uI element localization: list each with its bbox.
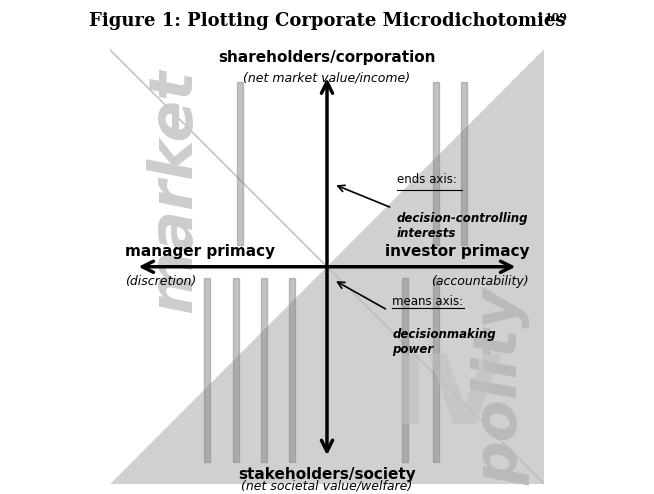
Bar — [461, 82, 467, 245]
Text: means axis:: means axis: — [392, 295, 463, 308]
Text: ends axis:: ends axis: — [396, 173, 456, 186]
Text: (net market value/income): (net market value/income) — [243, 71, 411, 84]
Bar — [261, 278, 267, 462]
Bar — [433, 278, 439, 462]
Text: IV: IV — [391, 351, 502, 444]
Polygon shape — [110, 49, 544, 484]
Text: (accountability): (accountability) — [432, 276, 529, 288]
Bar — [233, 278, 239, 462]
Text: manager primacy: manager primacy — [125, 244, 275, 259]
Text: decision-controlling
interests: decision-controlling interests — [396, 212, 528, 241]
Text: Figure 1: Plotting Corporate Microdichotomies: Figure 1: Plotting Corporate Microdichot… — [89, 12, 565, 30]
Text: 109: 109 — [545, 12, 568, 23]
Text: decisionmaking
power: decisionmaking power — [392, 328, 496, 356]
Bar — [289, 278, 295, 462]
Text: polity: polity — [472, 288, 530, 485]
Text: shareholders/corporation: shareholders/corporation — [218, 49, 436, 65]
Bar — [205, 278, 211, 462]
Bar — [237, 82, 243, 245]
Bar — [433, 82, 439, 245]
Text: investor primacy: investor primacy — [385, 244, 529, 259]
Bar — [402, 278, 408, 462]
Text: (net societal value/welfare): (net societal value/welfare) — [241, 480, 413, 493]
Text: (discretion): (discretion) — [125, 276, 196, 288]
Text: stakeholders/society: stakeholders/society — [238, 467, 416, 482]
Text: market: market — [145, 69, 204, 313]
Polygon shape — [110, 49, 544, 484]
